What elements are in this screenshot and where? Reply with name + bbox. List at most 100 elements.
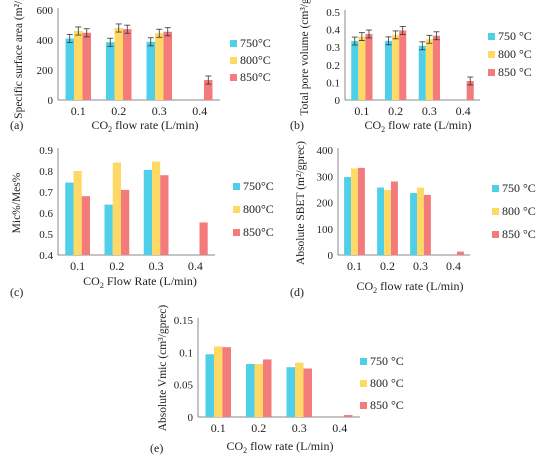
bar-750C-0.1 (65, 182, 74, 255)
bar-750C-0.1 (344, 177, 352, 255)
y-tick-label: 400 (317, 145, 334, 157)
bar-750C-0.1 (65, 38, 74, 100)
y-tick-label: 200 (317, 198, 334, 210)
bar-800C-0.1 (73, 31, 83, 100)
y-axis-label: Total pore volume (cm³/g) (299, 0, 311, 116)
bar-850C-0.2 (263, 359, 272, 417)
bar-850C-0.4 (204, 80, 213, 100)
bar-800C-0.3 (154, 33, 164, 100)
bar-850C-0.1 (82, 32, 92, 100)
legend-swatch (233, 206, 240, 213)
y-tick-label: 0.15 (174, 315, 194, 327)
legend-label: 750 °C (498, 29, 532, 43)
x-tick-label: 0.1 (71, 104, 86, 118)
bar-750C-0.3 (418, 45, 426, 100)
bar-850C-0.2 (390, 181, 398, 255)
y-tick-label: 0.05 (174, 380, 194, 392)
legend-label: 850°C (240, 70, 271, 84)
legend-label: 750°C (243, 179, 274, 193)
bar-800C-0.3 (152, 161, 161, 255)
panel-e: 0 0.05 0.1 0.15 0.1 0.2 0.3 0.4 750 °C 800 °C 850 … (150, 305, 404, 455)
bar-750C-0.2 (245, 363, 255, 417)
bar-850C-0.3 (163, 31, 173, 100)
bar-750C-0.3 (146, 41, 155, 100)
x-tick-label: 0.2 (251, 421, 266, 435)
y-tick-label: 0.9 (39, 145, 53, 157)
bar-800C-0.2 (384, 189, 391, 255)
x-tick-label: 0.3 (413, 259, 428, 273)
x-tick-label: 0.4 (332, 421, 347, 435)
panel-c: 0.4 0.5 0.6 0.7 0.8 0.9 0.1 0.2 0.3 0.4 750°C 800°C… (10, 145, 274, 299)
legend-swatch (360, 358, 367, 365)
x-tick-label: 0.4 (456, 104, 471, 118)
y-tick-label: 400 (37, 35, 54, 47)
legend-label: 850 °C (502, 227, 536, 241)
x-tick-label: 0.3 (152, 104, 167, 118)
bar-850C-0.3 (160, 175, 169, 255)
y-tick-label: 0 (188, 412, 194, 424)
y-tick-label: 200 (37, 65, 54, 77)
y-axis-label: Absolute Vmic (cm³/gprec) (157, 305, 169, 432)
bar-750C-0.3 (410, 193, 418, 255)
y-axis-label: Specific surface area (m²/g) (13, 0, 25, 119)
bar-800C-0.3 (294, 362, 304, 417)
x-tick-label: 0.3 (149, 259, 164, 273)
panel-b: 0 0.1 0.2 0.3 0.4 0.5 0.1 0.2 0.3 0.4 750 °C 800 °C… (290, 0, 532, 134)
y-tick-label: 0 (48, 95, 54, 107)
x-tick-label: 0.4 (192, 104, 207, 118)
y-tick-label: 0.4 (326, 25, 340, 37)
bar-800C-0.2 (254, 363, 264, 417)
bar-800C-0.3 (417, 187, 424, 255)
x-tick-label: 0.2 (380, 259, 395, 273)
bar-850C-0.2 (399, 30, 407, 101)
x-tick-label: 0.1 (347, 259, 362, 273)
x-tick-label: 0.3 (422, 104, 437, 118)
y-tick-label: 600 (37, 5, 54, 17)
y-tick-label: 0.3 (326, 42, 340, 54)
bar-850C-0.3 (432, 35, 441, 101)
legend-swatch (360, 402, 367, 409)
bar-850C-0.1 (365, 34, 373, 100)
legend-label: 750°C (240, 36, 271, 50)
x-tick-label: 0.1 (70, 259, 85, 273)
x-axis-label: CO2 flow rate (L/min) (365, 118, 472, 134)
bar-800C-0.2 (392, 34, 400, 100)
legend-swatch (492, 208, 499, 215)
x-tick-label: 0.2 (388, 104, 403, 118)
legend-label: 800 °C (498, 47, 532, 61)
bar-850C-0.1 (81, 196, 90, 255)
x-axis-label: CO2 flow rate (L/min) (92, 118, 199, 134)
legend-swatch (230, 57, 237, 64)
y-tick-label: 100 (317, 224, 334, 236)
x-tick-label: 0.2 (109, 259, 124, 273)
legend-swatch (492, 185, 499, 192)
bar-850C-0.1 (357, 167, 365, 255)
bar-800C-0.3 (425, 39, 433, 100)
bar-750C-0.1 (205, 354, 214, 417)
legend-swatch (233, 183, 240, 190)
legend-label: 800°C (243, 202, 274, 216)
bar-800C-0.1 (213, 346, 223, 417)
legend-swatch (488, 33, 495, 40)
x-axis-label: CO2 Flow Rate (L/min) (83, 274, 197, 290)
panel-label: (b) (290, 118, 304, 132)
bar-800C-0.1 (73, 171, 82, 255)
bar-850C-0.3 (303, 368, 313, 417)
bar-750C-0.2 (377, 187, 385, 255)
legend-label: 750 °C (370, 354, 404, 368)
x-axis-label: CO2 flow rate (L/min) (227, 439, 334, 455)
bar-750C-0.1 (351, 41, 359, 100)
y-tick-label: 300 (317, 171, 334, 183)
x-tick-label: 0.4 (188, 259, 203, 273)
y-tick-label: 0.1 (179, 347, 193, 359)
y-tick-label: 0.2 (326, 60, 340, 72)
legend-label: 850°C (243, 225, 274, 239)
y-axis-label: Absolute SBET (m²/gprec) (295, 141, 307, 265)
legend-label: 800 °C (370, 376, 404, 390)
y-tick-label: 0.7 (39, 187, 53, 199)
bar-750C-0.3 (143, 169, 153, 255)
bar-750C-0.2 (105, 42, 115, 100)
y-tick-label: 0 (335, 95, 341, 107)
bar-750C-0.2 (104, 204, 113, 255)
